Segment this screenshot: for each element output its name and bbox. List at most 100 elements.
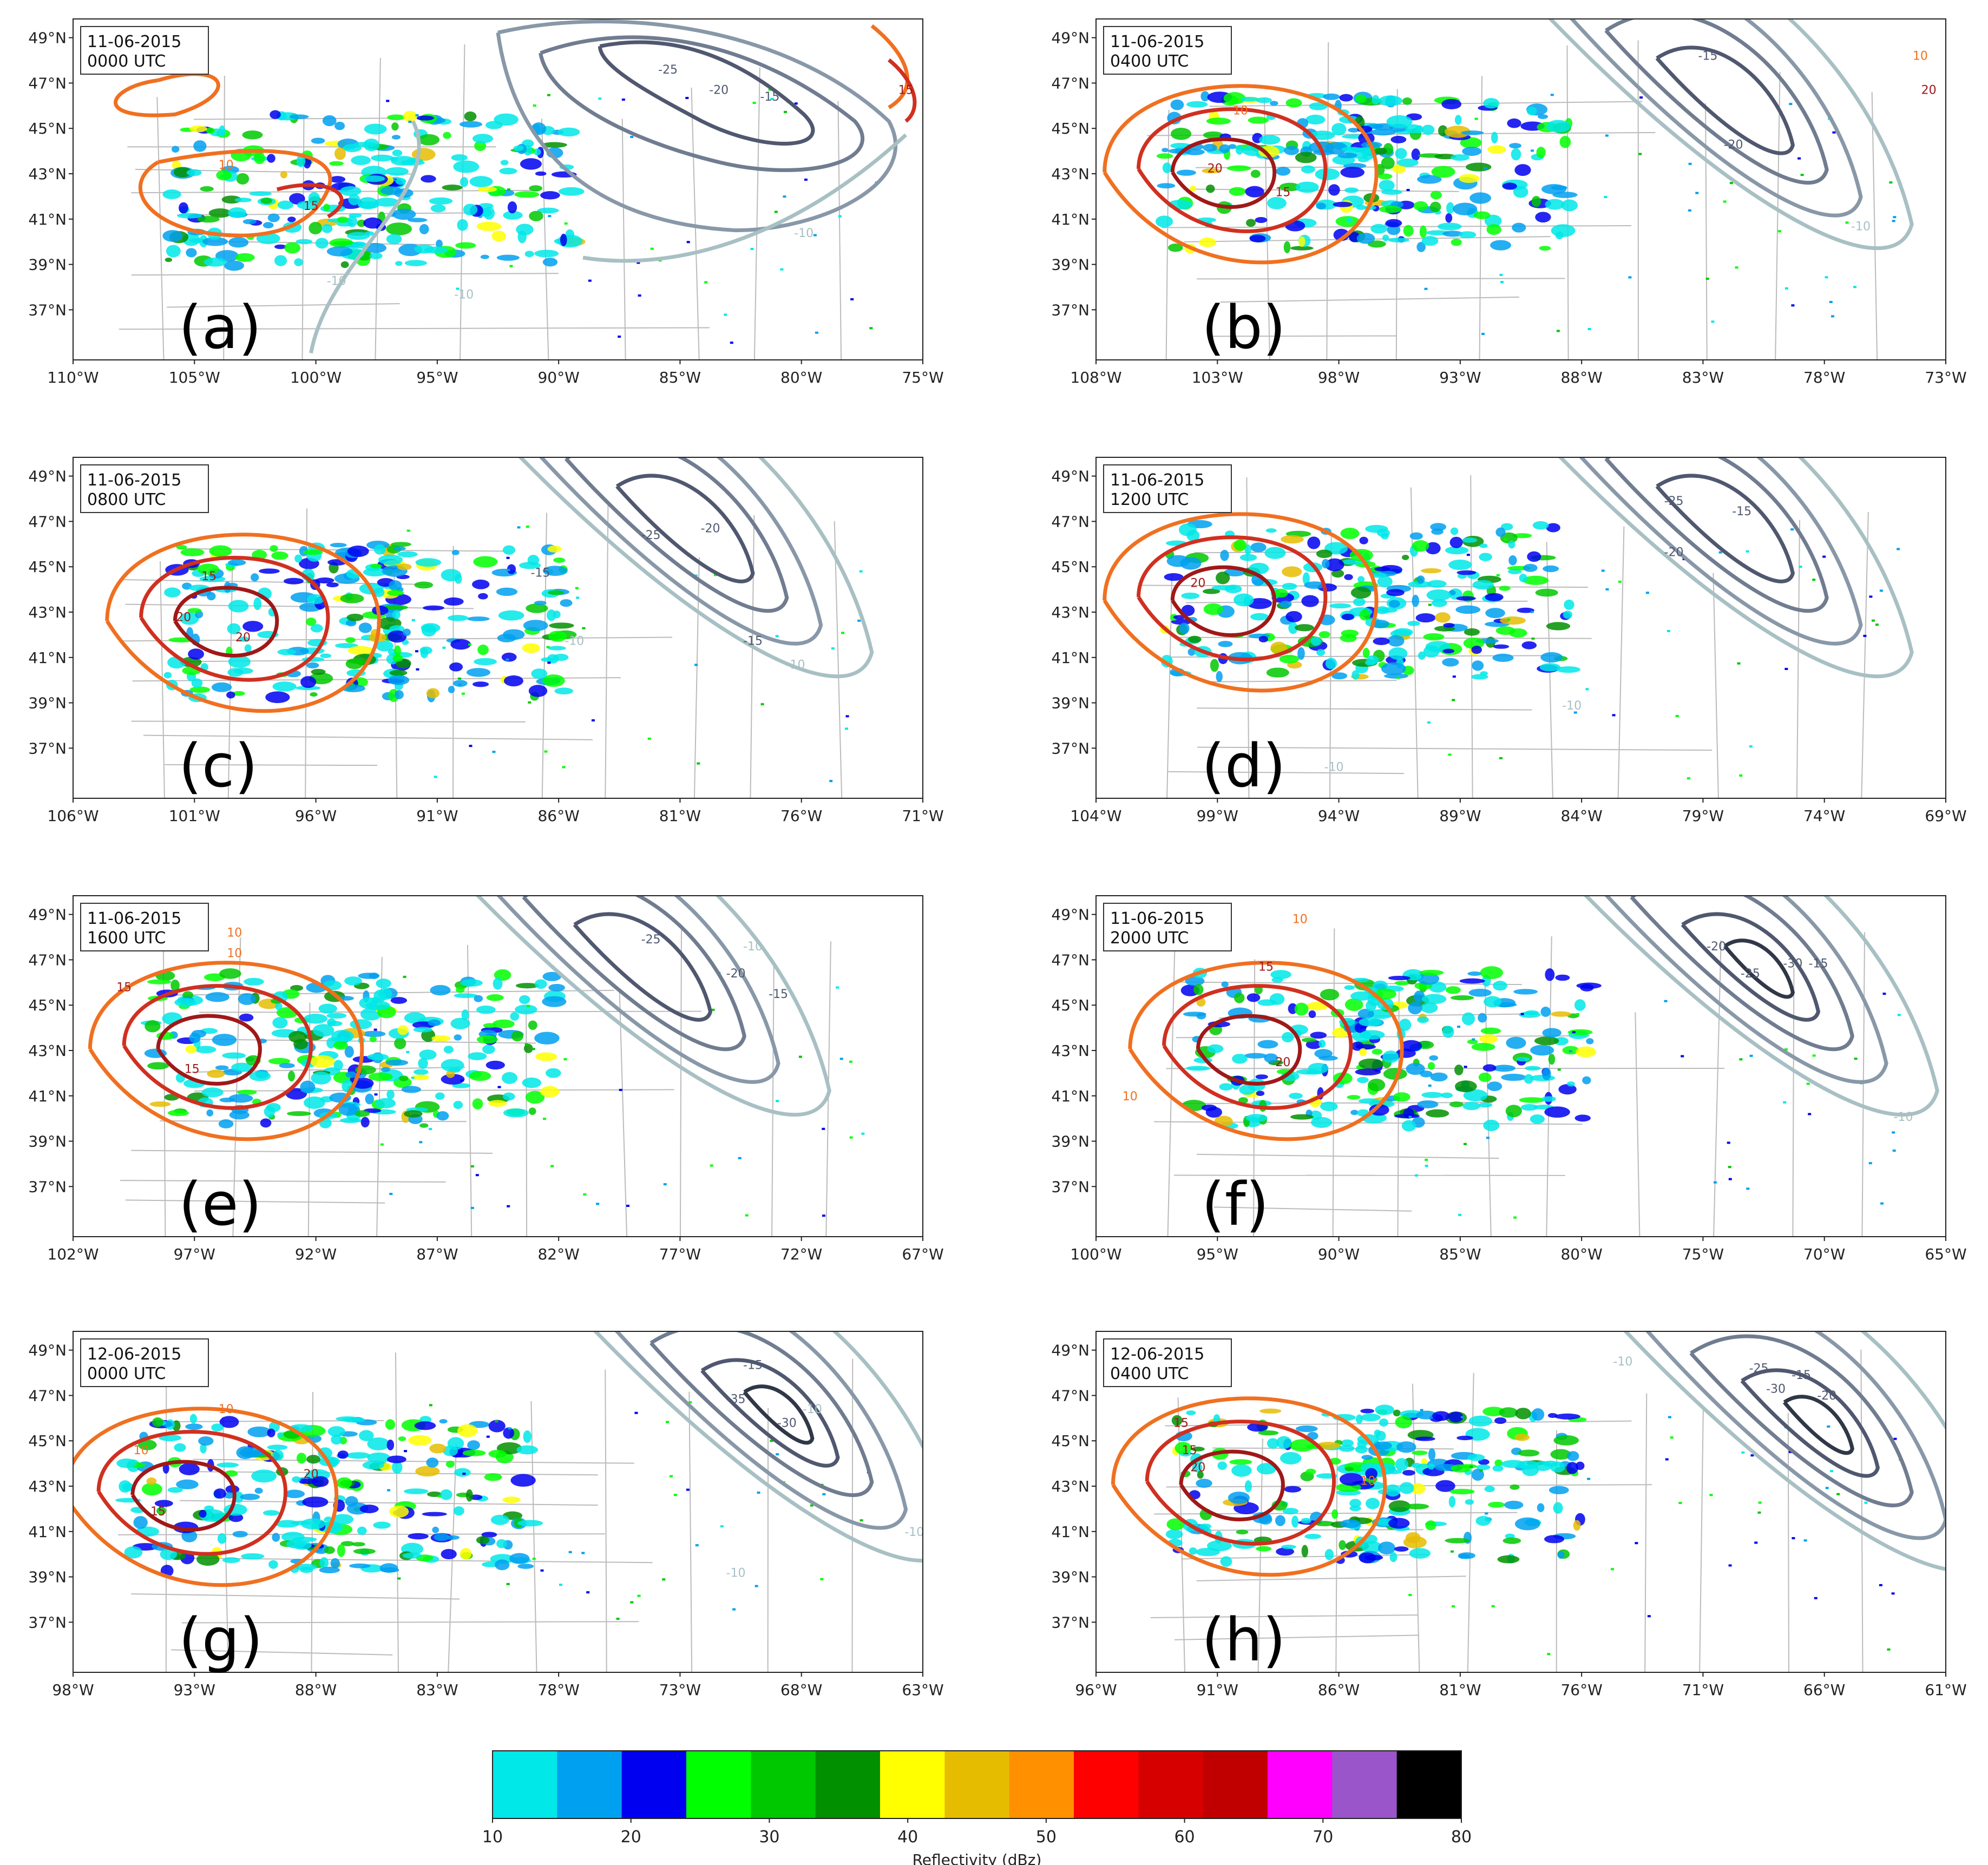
map-area: 20 -25 -15 -20 -10 -10 xyxy=(1096,457,1946,798)
lat-tick-label: 47°N xyxy=(28,513,67,530)
lon-tick-label: 77°W xyxy=(659,1245,701,1263)
map-area: 10 20 15 -15 -20 -10 10 20 xyxy=(1096,0,1946,360)
contour-label: 15 xyxy=(1275,186,1290,200)
colorbar-tick-label: 50 xyxy=(1036,1828,1057,1847)
panel-letter: (a) xyxy=(179,293,261,362)
colorbar-tick-label: 10 xyxy=(482,1828,503,1847)
contour-label: -30 xyxy=(1766,1382,1786,1396)
timestamp-box xyxy=(80,26,209,75)
lon-tick-label: 78°W xyxy=(537,1681,579,1699)
lat-tick-label: 49°N xyxy=(1051,468,1090,485)
lon-tick-label: 93°W xyxy=(174,1681,215,1699)
lat-tick-label: 37°N xyxy=(28,739,67,757)
lon-tick-label: 78°W xyxy=(1803,369,1845,386)
radar-echoes xyxy=(115,1401,870,1620)
lon-tick-label: 88°W xyxy=(1560,369,1602,386)
lat-tick-label: 37°N xyxy=(28,301,67,319)
contour-label: 15 xyxy=(1182,1444,1197,1457)
lon-tick-label: 101°W xyxy=(169,807,220,825)
panel-letter: (c) xyxy=(179,731,258,800)
lat-tick-label: 45°N xyxy=(1051,558,1090,576)
lon-tick-label: 86°W xyxy=(537,807,579,825)
panel-date: 11-06-2015 xyxy=(1110,909,1204,928)
panel-frame xyxy=(1095,1331,1946,1673)
contour-label: -20 xyxy=(1724,138,1743,152)
contour-label: -10 xyxy=(565,635,584,648)
contour-label: -10 xyxy=(1894,1111,1913,1124)
colorbar-swatch xyxy=(944,1751,1010,1818)
contour-label: -10 xyxy=(786,659,805,672)
contour-label: 15 xyxy=(898,84,914,97)
contour-label: 15 xyxy=(116,981,132,994)
lat-tick-label: 45°N xyxy=(28,558,67,576)
timestamp-box xyxy=(1103,26,1232,75)
contour-label: -10 xyxy=(1613,1355,1632,1369)
lon-tick-label: 71°W xyxy=(1682,1681,1724,1699)
temperature-contours xyxy=(1105,0,1912,262)
contour-label: -25 xyxy=(658,63,678,77)
contour-label: 15 xyxy=(185,1063,200,1076)
contour-labels: 10 10 15 15 -25 -20 -15 -10 xyxy=(116,927,788,1076)
lat-tick-label: 39°N xyxy=(1051,694,1090,712)
lat-tick-label: 49°N xyxy=(1051,29,1090,47)
panel-frame xyxy=(1095,457,1946,799)
temperature-contours xyxy=(1113,1260,1988,1574)
panel-time: 0000 UTC xyxy=(87,52,166,71)
lon-tick-label: 92°W xyxy=(295,1245,337,1263)
lon-tick-label: 75°W xyxy=(1682,1245,1724,1263)
lat-tick-label: 49°N xyxy=(1051,906,1090,924)
panel-frame xyxy=(73,1331,923,1673)
colorbar-swatch xyxy=(557,1751,622,1818)
map-area: 10 15 -25 -20 -15 -10 -10 -10 15 xyxy=(73,19,923,360)
panel-letter: (d) xyxy=(1202,731,1286,800)
contour-label: -15 xyxy=(743,1358,763,1372)
lat-tick-label: 47°N xyxy=(1051,513,1090,530)
panel-frame xyxy=(1095,18,1946,360)
lat-tick-label: 41°N xyxy=(1051,1523,1090,1541)
lon-tick-label: 98°W xyxy=(1318,369,1360,386)
lon-tick-label: 66°W xyxy=(1803,1681,1845,1699)
contour-labels: 10 10 20 15 -35 -30 -15 -10 -10 -10 xyxy=(134,1358,923,1580)
lat-tick-label: 39°N xyxy=(28,1133,67,1151)
lon-tick-label: 82°W xyxy=(537,1245,579,1263)
lon-tick-label: 69°W xyxy=(1925,807,1966,825)
lon-tick-label: 90°W xyxy=(537,369,579,386)
lat-tick-label: 49°N xyxy=(28,468,67,485)
lat-tick-label: 41°N xyxy=(1051,1087,1090,1105)
lon-tick-label: 73°W xyxy=(1925,369,1966,386)
colorbar-tick-label: 60 xyxy=(1174,1828,1195,1847)
colorbar-tick-label: 70 xyxy=(1313,1828,1333,1847)
panel-frame xyxy=(1095,895,1946,1237)
contour-label: -25 xyxy=(1741,967,1760,981)
lon-tick-label: 80°W xyxy=(1560,1245,1602,1263)
contour-label: -15 xyxy=(1698,50,1717,63)
timestamp-box xyxy=(1103,1338,1232,1387)
panel-letter: (g) xyxy=(179,1605,263,1674)
contour-label: -20 xyxy=(726,967,746,981)
colorbar-swatch xyxy=(1203,1751,1268,1818)
colorbar-swatch xyxy=(1074,1751,1139,1818)
lon-tick-label: 93°W xyxy=(1439,369,1481,386)
panel-time: 0800 UTC xyxy=(87,490,166,509)
lat-tick-label: 47°N xyxy=(1051,1387,1090,1404)
contour-label: -25 xyxy=(1664,495,1684,508)
lon-tick-label: 99°W xyxy=(1197,807,1238,825)
contour-label: -10 xyxy=(803,1403,822,1416)
contour-label: -10 xyxy=(794,227,813,240)
lon-tick-label: 75°W xyxy=(902,369,943,386)
contour-label: -10 xyxy=(1851,220,1871,234)
lon-tick-label: 83°W xyxy=(1682,369,1724,386)
lon-tick-label: 91°W xyxy=(416,807,458,825)
lon-tick-label: 96°W xyxy=(295,807,337,825)
lon-tick-label: 91°W xyxy=(1197,1681,1238,1699)
timestamp-box xyxy=(1103,903,1232,951)
contour-label: -15 xyxy=(743,635,763,648)
lat-tick-label: 45°N xyxy=(1051,1432,1090,1450)
lon-tick-label: 73°W xyxy=(659,1681,701,1699)
lon-tick-label: 74°W xyxy=(1803,807,1845,825)
map-area: 10 15 20 10 -20 -25 -30 -15 -10 xyxy=(1096,896,1946,1237)
temperature-contours xyxy=(107,366,872,711)
